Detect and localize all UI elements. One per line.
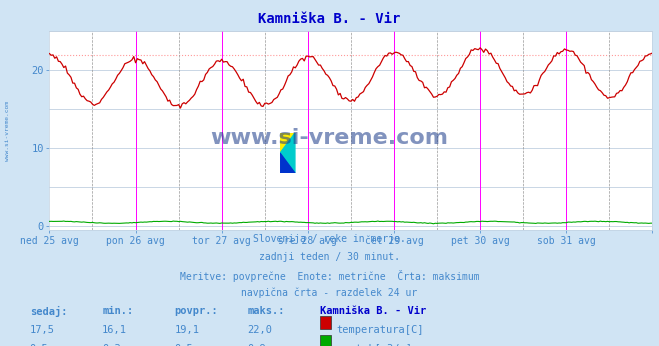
Text: Kamniška B. - Vir: Kamniška B. - Vir xyxy=(320,306,426,316)
Text: temperatura[C]: temperatura[C] xyxy=(337,325,424,335)
Text: Meritve: povprečne  Enote: metrične  Črta: maksimum: Meritve: povprečne Enote: metrične Črta:… xyxy=(180,270,479,282)
Text: zadnji teden / 30 minut.: zadnji teden / 30 minut. xyxy=(259,252,400,262)
Text: pretok[m3/s]: pretok[m3/s] xyxy=(337,344,412,346)
Text: www.si-vreme.com: www.si-vreme.com xyxy=(210,128,449,148)
Polygon shape xyxy=(280,133,295,153)
Text: Slovenija / reke in morje.: Slovenija / reke in morje. xyxy=(253,234,406,244)
Text: 0,9: 0,9 xyxy=(247,344,266,346)
Text: 22,0: 22,0 xyxy=(247,325,272,335)
Text: www.si-vreme.com: www.si-vreme.com xyxy=(5,101,11,162)
Text: 16,1: 16,1 xyxy=(102,325,127,335)
Text: maks.:: maks.: xyxy=(247,306,285,316)
Text: 0,5: 0,5 xyxy=(30,344,48,346)
Text: sedaj:: sedaj: xyxy=(30,306,67,317)
Polygon shape xyxy=(280,153,295,173)
Text: povpr.:: povpr.: xyxy=(175,306,218,316)
Text: Kamniška B. - Vir: Kamniška B. - Vir xyxy=(258,12,401,26)
Text: navpična črta - razdelek 24 ur: navpična črta - razdelek 24 ur xyxy=(241,288,418,298)
Text: 0,3: 0,3 xyxy=(102,344,121,346)
Polygon shape xyxy=(280,133,295,173)
Text: 19,1: 19,1 xyxy=(175,325,200,335)
Text: 0,5: 0,5 xyxy=(175,344,193,346)
Text: min.:: min.: xyxy=(102,306,133,316)
Text: 17,5: 17,5 xyxy=(30,325,55,335)
